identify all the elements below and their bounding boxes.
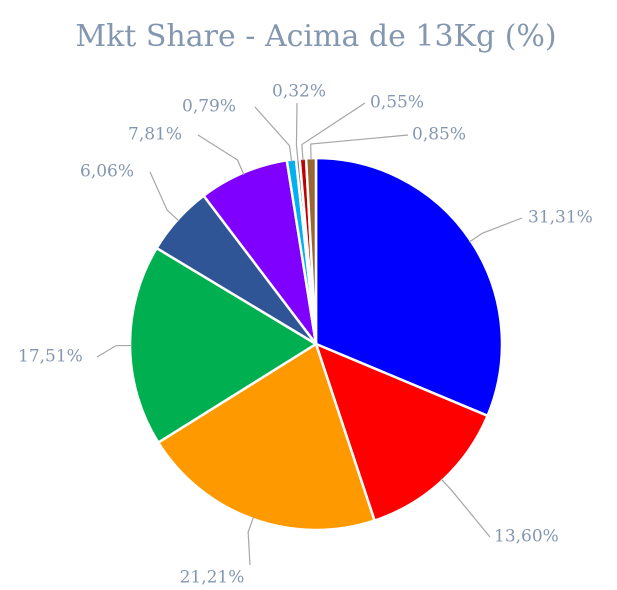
data-label: 6,06% — [80, 162, 134, 182]
leader-line — [254, 106, 293, 162]
data-label: 0,85% — [412, 125, 466, 145]
leader-line — [149, 171, 180, 222]
data-label: 0,55% — [370, 93, 424, 113]
leader-line — [197, 134, 245, 175]
data-label: 7,81% — [128, 125, 182, 145]
data-label: 21,21% — [180, 568, 245, 588]
leader-line — [301, 102, 366, 161]
leader-line — [96, 344, 133, 358]
leader-line — [310, 134, 409, 161]
data-label: 31,31% — [528, 208, 593, 228]
leader-line — [468, 217, 523, 243]
data-label: 0,32% — [272, 82, 326, 102]
leader-line — [295, 102, 299, 161]
leader-line — [440, 478, 491, 538]
data-label: 13,60% — [494, 527, 559, 547]
chart-title: Mkt Share - Acima de 13Kg (%) — [75, 19, 556, 54]
data-label: 17,51% — [18, 347, 83, 367]
leader-line — [247, 516, 255, 566]
data-label: 0,79% — [182, 97, 236, 117]
